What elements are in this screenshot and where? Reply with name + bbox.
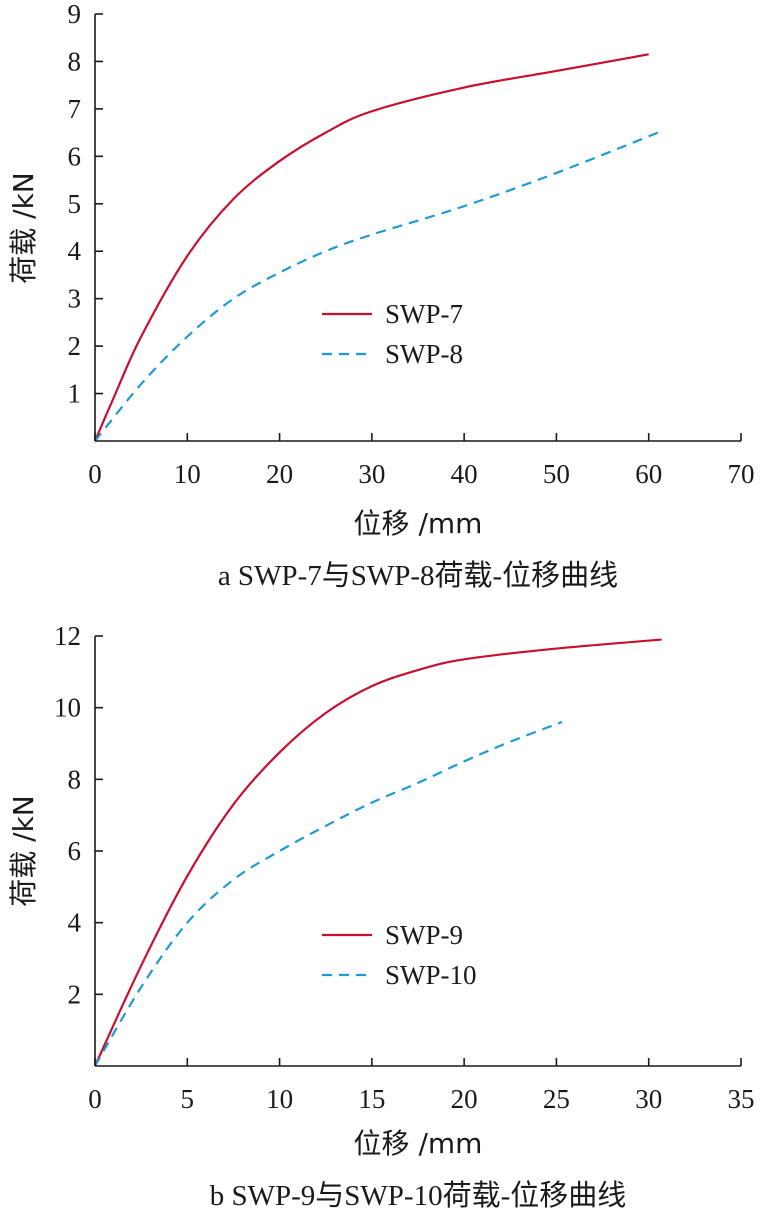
chart-b-caption: b SWP-9与SWP-10荷载-位移曲线 (210, 1179, 626, 1212)
chart-b-y-tick-label: 10 (54, 693, 81, 723)
chart-b-x-tick-label: 20 (451, 1084, 478, 1114)
chart-b-series-swp-9 (94, 638, 662, 1067)
chart-a-y-tick-label: 7 (68, 94, 82, 124)
chart-b-y-tick-label: 12 (54, 621, 81, 651)
chart-a-y-tick-label: 8 (68, 46, 82, 76)
chart-a-series-swp-8 (94, 131, 659, 442)
chart-b-y-tick-label: 6 (68, 836, 82, 866)
chart-b-x-tick-label: 35 (728, 1084, 755, 1114)
chart-a-x-tick-label: 70 (728, 459, 755, 489)
chart-a-y-tick-label: 2 (68, 331, 82, 361)
chart-a-x-tick-label: 10 (174, 459, 201, 489)
chart-b-series-swp-10 (94, 720, 563, 1067)
chart-b-x-tick-label: 25 (543, 1084, 570, 1114)
chart-a-legend-label: SWP-7 (385, 299, 463, 329)
chart-b-y-tick-label: 4 (68, 908, 82, 938)
chart-a-x-tick-label: 60 (635, 459, 662, 489)
chart-a-x-tick-label: 20 (266, 459, 293, 489)
chart-a-caption: a SWP-7与SWP-8荷载-位移曲线 (218, 559, 618, 592)
chart-a-y-tick-label: 9 (68, 0, 82, 29)
chart-b-y-tick-label: 2 (68, 979, 82, 1009)
chart-a-series-swp-7 (93, 53, 649, 442)
chart-b-x-tick-label: 10 (266, 1084, 293, 1114)
chart-a-y-tick-label: 4 (68, 236, 82, 266)
chart-a-x-tick-label: 40 (451, 459, 478, 489)
chart-b-x-tick-label: 5 (181, 1084, 195, 1114)
chart-a-legend-label: SWP-8 (385, 339, 463, 369)
chart-b: 0 5 10 15 20 25 30 35 2 4 6 8 10 12 SWP-9 SWP-10 位移 /m… (7, 621, 755, 1212)
chart-a-x-tick-label: 30 (358, 459, 385, 489)
chart-a-y-tick-label: 6 (68, 141, 82, 171)
chart-a-y-tick-label: 5 (68, 189, 82, 219)
chart-b-x-tick-label: 30 (635, 1084, 662, 1114)
chart-b-legend-label: SWP-10 (385, 960, 477, 990)
chart-b-x-axis-label: 位移 /mm (354, 1127, 483, 1160)
chart-a-x-tick-label: 0 (88, 459, 102, 489)
chart-b-y-tick-label: 8 (68, 764, 82, 794)
chart-a-x-tick-label: 50 (543, 459, 570, 489)
chart-a-x-axis-label: 位移 /mm (354, 507, 483, 540)
chart-a-y-axis-label: 荷载 /kN (7, 172, 40, 284)
chart-a-y-tick-label: 3 (68, 284, 82, 314)
chart-b-x-tick-label: 15 (358, 1084, 385, 1114)
chart-b-y-axis-label: 荷载 /kN (7, 795, 40, 907)
chart-a-y-tick-label: 1 (68, 379, 82, 409)
chart-b-legend-label: SWP-9 (385, 920, 463, 950)
chart-b-x-tick-label: 0 (88, 1084, 102, 1114)
chart-a: 0 10 20 30 40 50 60 70 1 2 3 4 5 6 7 8 9 SWP-7 SWP-8 位移 /… (7, 0, 755, 592)
